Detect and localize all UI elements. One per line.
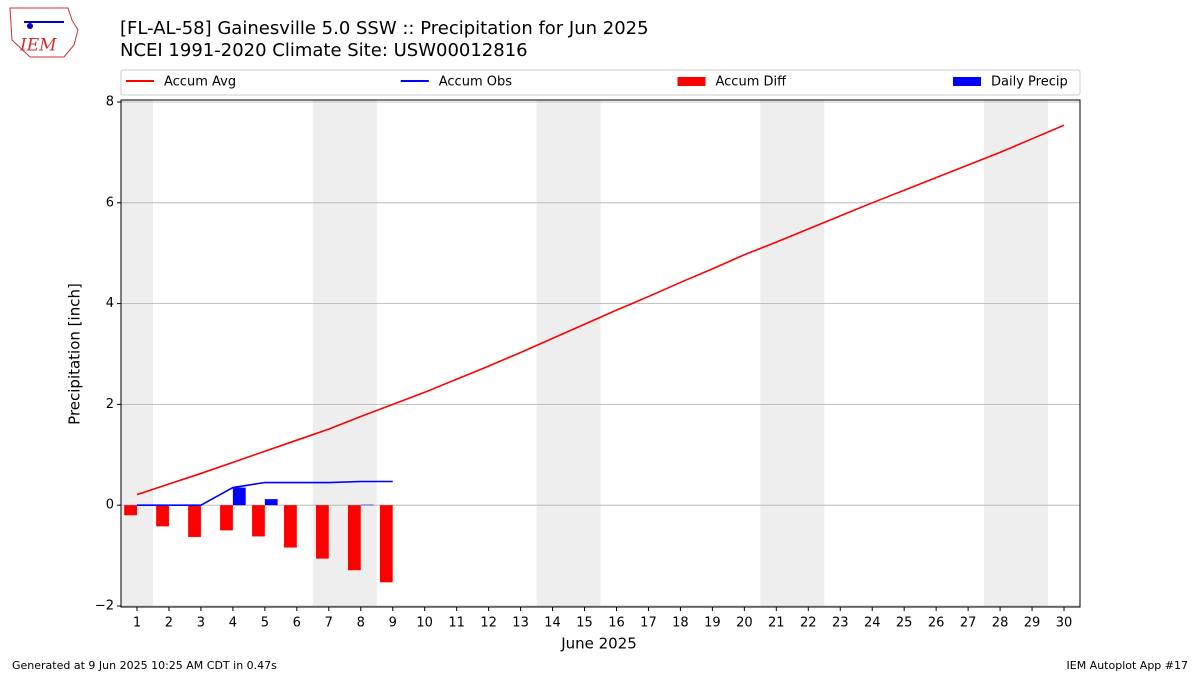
bar — [264, 499, 278, 506]
y-tick-label: 0 — [106, 498, 114, 513]
x-tick-label: 28 — [992, 616, 1009, 631]
bar — [220, 505, 233, 531]
x-tick-label: 10 — [416, 616, 433, 631]
y-tick-label: 8 — [106, 95, 114, 110]
x-tick-label: 11 — [448, 616, 465, 631]
x-tick-label: 29 — [1024, 616, 1041, 631]
x-tick-label: 16 — [608, 616, 625, 631]
bar — [360, 504, 374, 506]
y-tick-label: 6 — [106, 195, 114, 210]
bar — [284, 505, 297, 548]
weekend-shade — [792, 100, 825, 607]
bar — [188, 505, 201, 537]
bar — [232, 487, 246, 506]
x-tick-label: 27 — [960, 616, 977, 631]
logo-text: IEM — [19, 36, 57, 56]
x-tick-label: 25 — [896, 616, 913, 631]
logo: IEM — [9, 7, 79, 58]
line-series — [136, 124, 1065, 496]
x-tick-label: 2 — [165, 616, 173, 631]
x-tick-label: 6 — [293, 616, 301, 631]
plot-frame — [120, 99, 1081, 608]
footer-left: Generated at 9 Jun 2025 10:25 AM CDT in … — [12, 659, 277, 672]
weekend-shade — [1016, 100, 1049, 607]
x-tick-label: 17 — [640, 616, 657, 631]
legend-label: Accum Obs — [439, 75, 512, 90]
x-tick-label: 5 — [261, 616, 269, 631]
x-tick-label: 9 — [389, 616, 397, 631]
x-tick-label: 18 — [672, 616, 689, 631]
y-tick-label: −2 — [95, 598, 114, 613]
bar — [315, 505, 329, 559]
y-axis-label: Precipitation [inch] — [66, 283, 84, 425]
x-tick-label: 13 — [512, 616, 529, 631]
x-tick-label: 26 — [928, 616, 945, 631]
logo-symbol — [27, 23, 33, 29]
bar — [156, 505, 169, 527]
legend-swatch — [677, 77, 706, 86]
bar — [124, 505, 137, 516]
bar — [379, 505, 393, 583]
x-tick-label: 3 — [197, 616, 205, 631]
chart-subtitle: NCEI 1991-2020 Climate Site: USW00012816 — [120, 40, 528, 61]
x-tick-label: 12 — [480, 616, 497, 631]
weekend-shade — [121, 100, 153, 607]
weekend-shade — [536, 100, 569, 607]
bar — [252, 505, 265, 537]
bar — [347, 505, 361, 571]
x-tick-label: 15 — [576, 616, 593, 631]
x-tick-label: 19 — [704, 616, 721, 631]
legend-label: Accum Diff — [716, 75, 788, 90]
weekend-shade — [760, 100, 793, 607]
x-tick-label: 8 — [357, 616, 365, 631]
y-tick-label: 4 — [106, 296, 114, 311]
x-tick-label: 20 — [736, 616, 753, 631]
legend-label: Daily Precip — [991, 75, 1068, 90]
legend-swatch — [953, 77, 981, 86]
logo-outline — [9, 7, 79, 58]
x-axis-label: June 2025 — [560, 635, 637, 653]
x-tick-label: 22 — [800, 616, 817, 631]
weekend-shade — [984, 100, 1017, 607]
legend-box — [120, 69, 1081, 96]
x-tick-label: 14 — [544, 616, 561, 631]
x-tick-label: 4 — [229, 616, 237, 631]
footer-right: IEM Autoplot App #17 — [1067, 659, 1189, 672]
x-tick-label: 7 — [325, 616, 333, 631]
weekend-shade — [568, 100, 601, 607]
x-tick-label: 24 — [864, 616, 881, 631]
chart-title: [FL-AL-58] Gainesville 5.0 SSW :: Precip… — [120, 18, 649, 39]
x-tick-label: 1 — [133, 616, 141, 631]
x-tick-label: 30 — [1056, 616, 1073, 631]
line-series — [136, 480, 393, 506]
x-tick-label: 23 — [832, 616, 849, 631]
y-tick-label: 2 — [106, 397, 114, 412]
legend-label: Accum Avg — [164, 75, 236, 90]
x-tick-label: 21 — [768, 616, 785, 631]
